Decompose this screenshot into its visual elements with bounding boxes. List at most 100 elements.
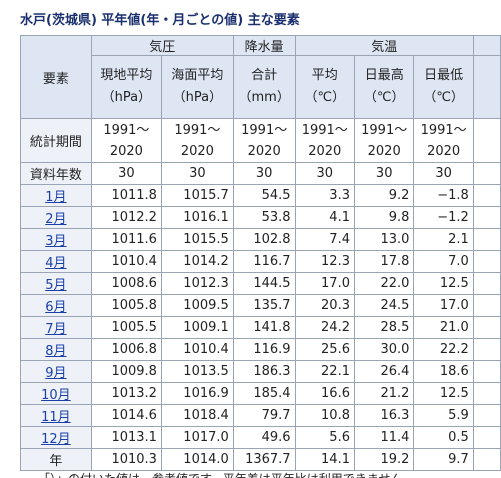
cell: 30 (232, 162, 296, 185)
cell: 1015.5 (160, 228, 234, 251)
data-row: 7月 1005.5 1009.1 141.8 24.2 28.5 21.0 (20, 316, 501, 339)
cut-cell (472, 404, 501, 427)
cell: 1018.4 (160, 404, 234, 427)
cell: 1012.2 (90, 206, 162, 229)
data-row: 5月 1008.6 1012.3 144.5 17.0 22.0 12.5 (20, 272, 501, 295)
month-link[interactable]: 6月 (45, 300, 67, 315)
cell: 12.5 (413, 272, 474, 295)
cell: 1015.7 (160, 184, 234, 207)
cell: 0.5 (413, 426, 474, 449)
month-link[interactable]: 8月 (45, 344, 67, 359)
column-unit: （℃） (304, 90, 346, 105)
cell: 9.2 (353, 184, 415, 207)
cell: 1013.1 (90, 426, 162, 449)
cell: 1008.6 (90, 272, 162, 295)
cell: 116.7 (232, 250, 296, 273)
month-link[interactable]: 9月 (45, 366, 67, 381)
cell: 1009.8 (90, 360, 162, 383)
cell: 1006.8 (90, 338, 162, 361)
cell: 25.6 (294, 338, 355, 361)
cell: 1010.4 (160, 338, 234, 361)
cell: 116.9 (232, 338, 296, 361)
cell: 28.5 (353, 316, 415, 339)
cut-cell (472, 294, 501, 317)
month-link[interactable]: 10月 (41, 388, 71, 403)
month-link[interactable]: 11月 (41, 410, 71, 425)
cell: 1005.5 (90, 316, 162, 339)
cut-cell (472, 118, 501, 163)
row-label: 8月 (20, 338, 92, 361)
cell: 1010.4 (90, 250, 162, 273)
data-row: 年 1010.3 1014.0 1367.7 14.1 19.2 9.7 (20, 448, 501, 471)
month-link[interactable]: 5月 (45, 278, 67, 293)
cut-cell (472, 162, 501, 185)
cut-cell (472, 228, 501, 251)
column-unit: （hPa） (101, 90, 152, 105)
cell: 79.7 (232, 404, 296, 427)
cell: 1009.1 (160, 316, 234, 339)
cell: 1005.8 (90, 294, 162, 317)
cut-cell (472, 272, 501, 295)
cell: 1991～2020 (160, 118, 234, 163)
month-link[interactable]: 1月 (45, 190, 67, 205)
cell: 5.6 (294, 426, 355, 449)
cell: 17.0 (294, 272, 355, 295)
column-unit: （℃） (423, 90, 464, 105)
cell: 21.2 (353, 382, 415, 405)
column-header: 現地平均 （hPa） (90, 55, 162, 119)
cell: 9.8 (353, 206, 415, 229)
month-link[interactable]: 2月 (45, 212, 67, 227)
cell: 102.8 (232, 228, 296, 251)
cell: 9.7 (413, 448, 474, 471)
cut-cell (472, 426, 501, 449)
cell: 1017.0 (160, 426, 234, 449)
cell: 1016.1 (160, 206, 234, 229)
cell: 11.4 (353, 426, 415, 449)
row-label: 5月 (20, 272, 92, 295)
column-unit: （hPa） (172, 90, 223, 105)
cell: 1991～2020 (232, 118, 296, 163)
column-header: 日最高 （℃） (353, 55, 415, 119)
header-row: 現地平均 （hPa） 海面平均 （hPa） 合計 （mm） 平均 （℃） 日最高 （℃） 日最低 （℃… (21, 55, 501, 119)
data-row: 11月 1014.6 1018.4 79.7 10.8 16.3 5.9 (20, 404, 501, 427)
cell: 26.4 (353, 360, 415, 383)
cell: 10.8 (294, 404, 355, 427)
column-name: 平均 (311, 68, 338, 83)
cell: 30 (294, 162, 355, 185)
cell: 1367.7 (232, 448, 296, 471)
cell: 22.1 (294, 360, 355, 383)
cell: 54.5 (232, 184, 296, 207)
column-name: 海面平均 (171, 68, 224, 83)
cell: 30 (353, 162, 415, 185)
cell: 12.3 (294, 250, 355, 273)
cell: 1013.2 (90, 382, 162, 405)
column-header: 海面平均 （hPa） (160, 55, 234, 119)
cell: 1014.2 (160, 250, 234, 273)
cell: 22.2 (413, 338, 474, 361)
cut-cell (472, 338, 501, 361)
cell: 1991～2020 (353, 118, 415, 163)
column-header: 日最低 （℃） (413, 55, 474, 119)
row-label: 2月 (20, 206, 92, 229)
cut-cell (472, 250, 501, 273)
years-row: 資料年数 30 30 30 30 30 30 (20, 162, 501, 185)
group-header: 降水量 (232, 35, 296, 56)
element-header: 要素 (20, 35, 92, 119)
data-row: 9月 1009.8 1013.5 186.3 22.1 26.4 18.6 (20, 360, 501, 383)
data-row: 2月 1012.2 1016.1 53.8 4.1 9.8 −1.2 (20, 206, 501, 229)
row-label: 9月 (20, 360, 92, 383)
cut-cell (472, 382, 501, 405)
cell: 135.7 (232, 294, 296, 317)
month-link[interactable]: 3月 (45, 234, 67, 249)
data-row: 12月 1013.1 1017.0 49.6 5.6 11.4 0.5 (20, 426, 501, 449)
cell: 144.5 (232, 272, 296, 295)
column-name: 日最高 (364, 68, 404, 83)
month-link[interactable]: 12月 (41, 432, 71, 447)
month-link[interactable]: 4月 (45, 256, 67, 271)
cell: −1.8 (413, 184, 474, 207)
column-name: 合計 (251, 68, 278, 83)
cell: 141.8 (232, 316, 296, 339)
month-link[interactable]: 7月 (45, 322, 67, 337)
cut-cell (472, 206, 501, 229)
